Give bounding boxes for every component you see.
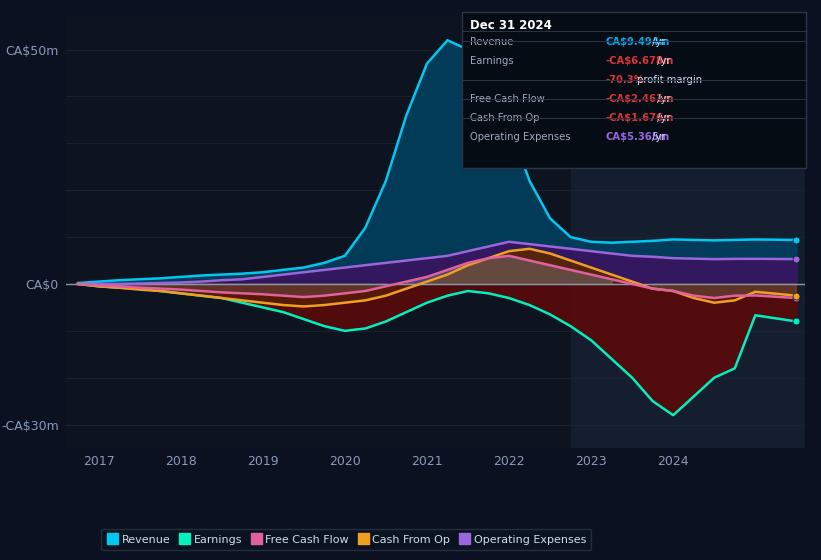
Text: Dec 31 2024: Dec 31 2024 [470, 19, 553, 32]
Text: CA$5.365m: CA$5.365m [606, 132, 670, 142]
Text: Free Cash Flow: Free Cash Flow [470, 94, 545, 104]
Text: /yr: /yr [649, 132, 665, 142]
Text: -CA$1.676m: -CA$1.676m [606, 113, 674, 123]
Text: CA$9.494m: CA$9.494m [606, 37, 670, 47]
Text: /yr: /yr [654, 56, 670, 66]
Text: /yr: /yr [649, 37, 665, 47]
Text: Cash From Op: Cash From Op [470, 113, 540, 123]
Text: -CA$2.461m: -CA$2.461m [606, 94, 675, 104]
Text: Revenue: Revenue [470, 37, 514, 47]
Bar [571, 17, 805, 448]
Text: -70.3%: -70.3% [606, 75, 644, 85]
Text: Operating Expenses: Operating Expenses [470, 132, 571, 142]
Text: Earnings: Earnings [470, 56, 514, 66]
Text: /yr: /yr [654, 113, 670, 123]
Text: -CA$6.678m: -CA$6.678m [606, 56, 674, 66]
Legend: Revenue, Earnings, Free Cash Flow, Cash From Op, Operating Expenses: Revenue, Earnings, Free Cash Flow, Cash … [102, 529, 591, 550]
Text: /yr: /yr [654, 94, 670, 104]
Text: profit margin: profit margin [635, 75, 703, 85]
